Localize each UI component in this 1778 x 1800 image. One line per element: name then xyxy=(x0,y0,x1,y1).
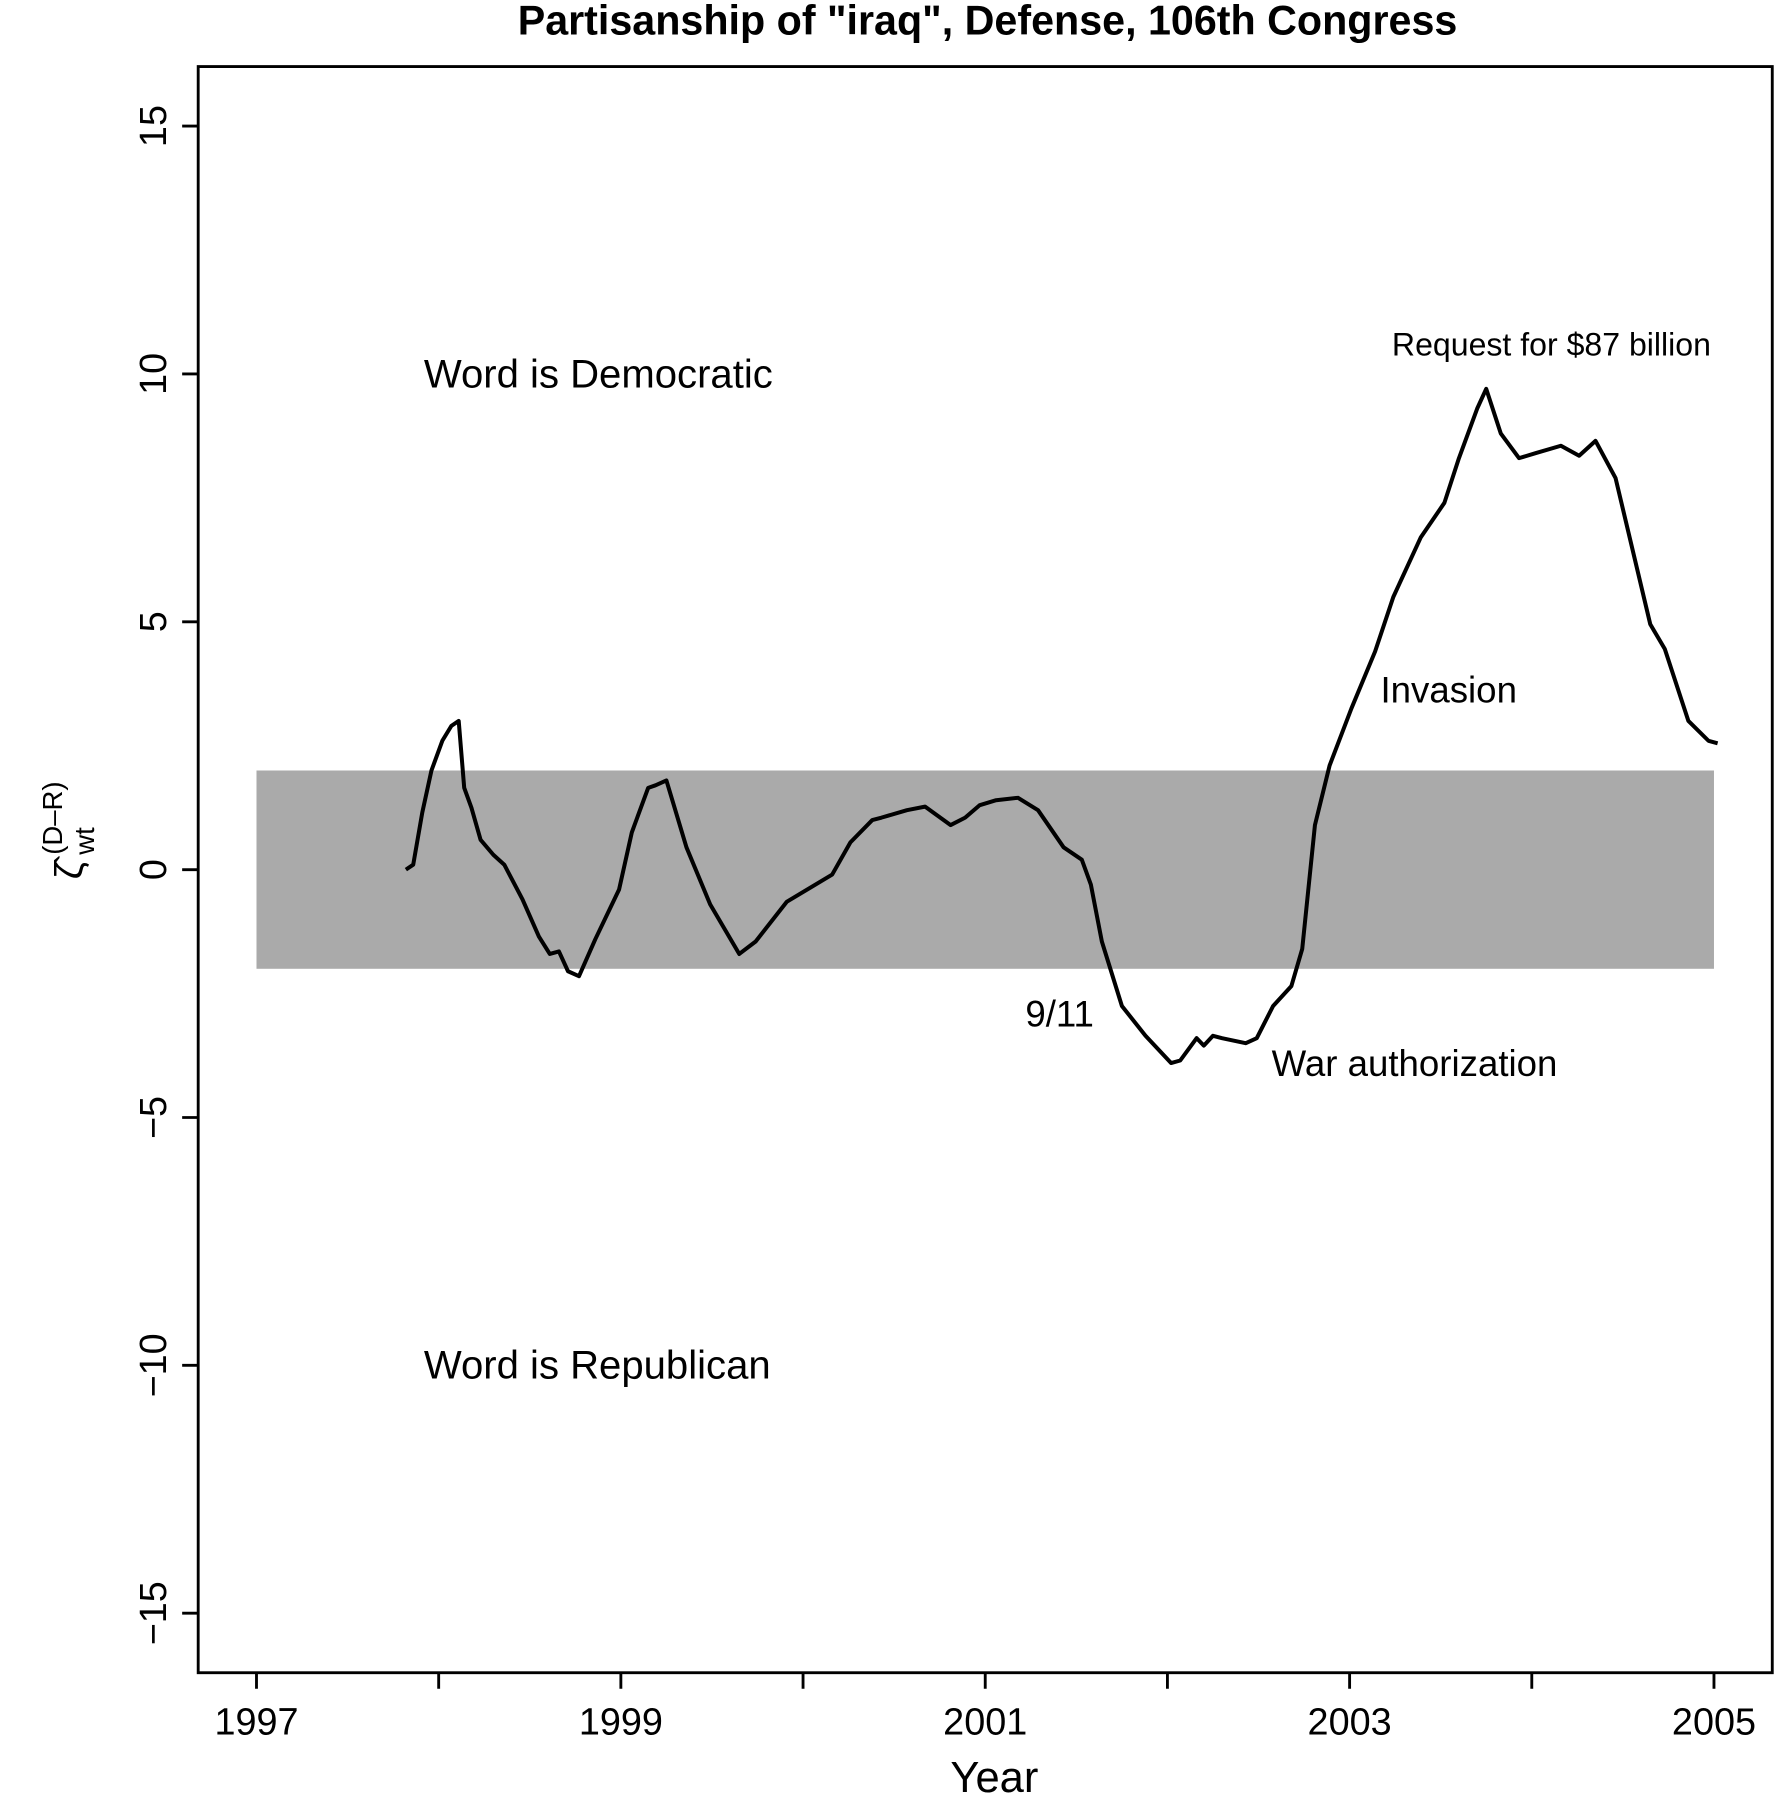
y-tick-label: −10 xyxy=(133,1333,175,1397)
y-axis-label: ζ̂ (D–R) wt xyxy=(37,781,100,879)
x-axis-label: Year xyxy=(950,1754,1038,1800)
x-tick-label: 1997 xyxy=(214,1702,298,1744)
x-tick-label: 1999 xyxy=(579,1702,663,1744)
y-tick-label: 0 xyxy=(133,859,175,880)
y-tick-label: 10 xyxy=(133,353,175,395)
annotation: Request for $87 billion xyxy=(1392,326,1711,362)
annotation: War authorization xyxy=(1272,1043,1558,1084)
y-axis-label-main: ζ̂ xyxy=(48,855,91,879)
annotation: Word is Republican xyxy=(424,1343,771,1387)
x-tick-label: 2005 xyxy=(1672,1702,1756,1744)
y-axis-label-sub: wt xyxy=(69,827,100,856)
y-tick-label: −15 xyxy=(133,1581,175,1645)
y-axis-label-sup: (D–R) xyxy=(37,781,68,854)
y-tick-label: −5 xyxy=(133,1096,175,1139)
chart-title: Partisanship of "iraq", Defense, 106th C… xyxy=(518,0,1458,43)
annotation: 9/11 xyxy=(1025,994,1094,1035)
neutral-band xyxy=(256,770,1714,969)
data-line xyxy=(404,386,1719,1066)
annotation: Invasion xyxy=(1380,669,1516,710)
x-tick-label: 2001 xyxy=(943,1702,1027,1744)
annotation: Word is Democratic xyxy=(424,352,773,396)
y-tick-label: 5 xyxy=(133,611,175,632)
x-tick-label: 2003 xyxy=(1308,1702,1392,1744)
y-tick-label: 15 xyxy=(133,105,175,147)
